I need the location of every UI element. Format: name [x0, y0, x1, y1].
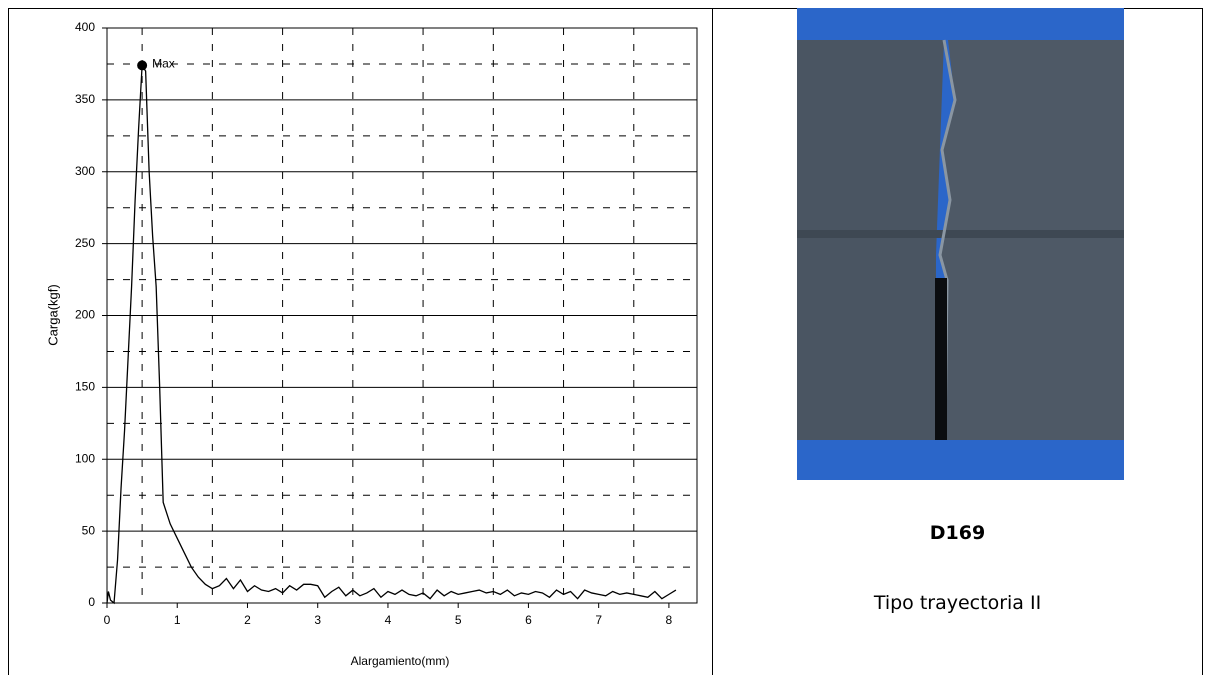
- y-tick-label: 150: [75, 380, 95, 394]
- data-line: [106, 63, 677, 605]
- y-tick-label: 100: [75, 451, 95, 465]
- x-tick-label: 7: [595, 613, 602, 627]
- y-tick-label: 300: [75, 164, 95, 178]
- x-tick-label: 8: [666, 613, 673, 627]
- y-tick-label: 200: [75, 308, 95, 322]
- y-tick-label: 400: [75, 20, 95, 34]
- x-tick-label: 5: [455, 613, 462, 627]
- max-marker: [137, 60, 148, 71]
- x-tick-label: 2: [244, 613, 251, 627]
- x-tick-label: 1: [174, 613, 181, 627]
- y-tick-label: 350: [75, 92, 95, 106]
- y-tick-label: 0: [88, 595, 95, 609]
- y-tick-label: 50: [82, 523, 96, 537]
- photo: [797, 8, 1124, 480]
- x-axis-label: Alargamiento(mm): [351, 654, 450, 668]
- y-axis-label: Carga(kgf): [45, 284, 60, 345]
- plot-frame: [106, 27, 698, 604]
- x-tick-label: 6: [525, 613, 532, 627]
- max-label: Max: [152, 57, 175, 71]
- x-tick-label: 0: [104, 613, 111, 627]
- x-tick-label: 4: [385, 613, 392, 627]
- specimen-id: D169: [929, 522, 986, 544]
- table-border: [8, 8, 1203, 675]
- y-tick-label: 250: [75, 236, 95, 250]
- x-tick-label: 3: [314, 613, 321, 627]
- trajectory-type: Tipo trayectoria II: [873, 592, 1042, 614]
